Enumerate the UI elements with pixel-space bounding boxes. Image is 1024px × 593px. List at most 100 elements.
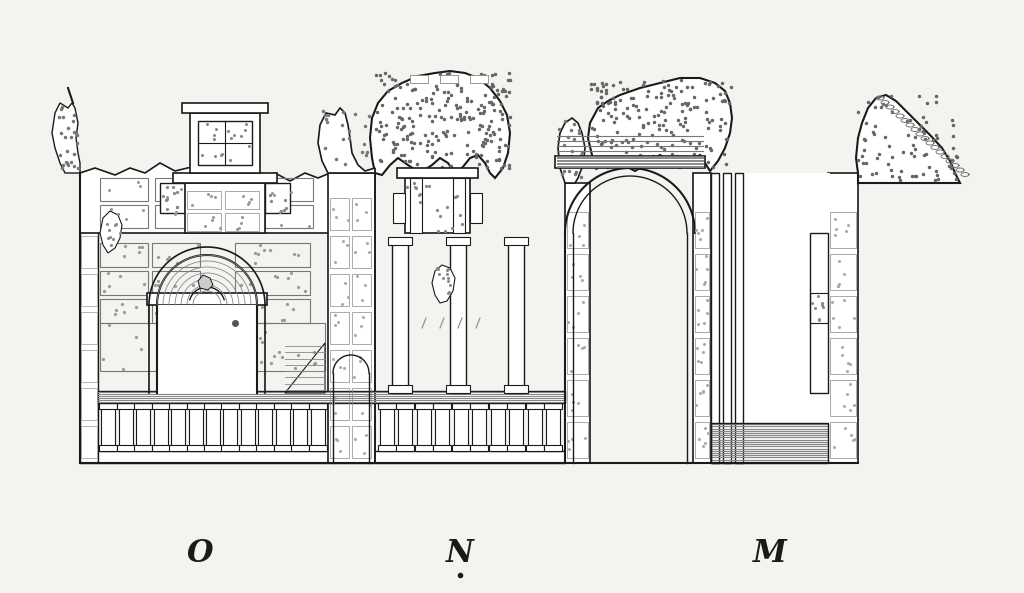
Bar (711, 173, 719, 463)
Bar (545, 445, 562, 451)
Bar (81, 350, 97, 382)
Bar (234, 243, 310, 267)
Bar (490, 403, 505, 451)
Bar (830, 380, 856, 416)
Bar (446, 385, 470, 393)
Bar (330, 350, 349, 382)
Polygon shape (100, 211, 122, 253)
Bar (185, 183, 265, 233)
Bar (221, 403, 240, 409)
Bar (100, 323, 325, 371)
Bar (293, 403, 307, 451)
Bar (352, 198, 371, 230)
Bar (100, 178, 148, 201)
Bar (234, 299, 310, 323)
Bar (545, 403, 562, 409)
Bar (565, 183, 590, 463)
Bar (152, 271, 200, 295)
Bar (147, 293, 267, 305)
Bar (117, 403, 135, 409)
Bar (186, 445, 205, 451)
Bar (433, 445, 452, 451)
Bar (547, 403, 560, 451)
Bar (152, 299, 200, 323)
Bar (210, 205, 258, 228)
Bar (265, 178, 313, 201)
Bar (171, 403, 185, 451)
Bar (488, 403, 507, 409)
Bar (117, 445, 135, 451)
Bar (352, 426, 371, 458)
Bar (100, 205, 148, 228)
Bar (98, 451, 565, 463)
Bar (396, 445, 414, 451)
Bar (488, 445, 507, 451)
Polygon shape (52, 103, 80, 173)
Text: O: O (186, 537, 213, 569)
Bar (308, 403, 327, 409)
Bar (828, 173, 858, 463)
Bar (190, 113, 260, 173)
Polygon shape (80, 163, 330, 233)
Bar (735, 173, 743, 463)
Bar (378, 445, 395, 451)
Bar (100, 271, 148, 295)
Bar (352, 312, 371, 344)
Bar (453, 178, 465, 233)
Bar (308, 445, 327, 451)
Bar (98, 391, 565, 403)
Bar (206, 403, 220, 451)
Bar (396, 403, 414, 409)
Bar (695, 338, 709, 374)
Polygon shape (318, 108, 375, 173)
Bar (275, 403, 290, 451)
Bar (330, 388, 349, 420)
Text: M: M (753, 537, 786, 569)
Bar (415, 403, 432, 409)
Bar (388, 385, 412, 393)
Bar (258, 403, 272, 451)
Bar (452, 403, 470, 409)
Bar (330, 312, 349, 344)
Polygon shape (856, 95, 961, 183)
Bar (81, 312, 97, 344)
Bar (810, 233, 828, 393)
Bar (830, 296, 856, 332)
Bar (152, 445, 170, 451)
Bar (472, 403, 486, 451)
Bar (225, 191, 259, 209)
Bar (152, 243, 200, 267)
Bar (234, 271, 310, 295)
Bar (210, 178, 258, 201)
Bar (470, 403, 488, 409)
Bar (567, 212, 588, 248)
Bar (330, 426, 349, 458)
Bar (528, 403, 542, 451)
Bar (830, 338, 856, 374)
Bar (198, 121, 252, 165)
Bar (81, 236, 97, 268)
Bar (452, 445, 470, 451)
Bar (695, 296, 709, 332)
Text: N: N (446, 537, 474, 569)
Bar (81, 274, 97, 306)
Bar (380, 403, 393, 451)
Bar (454, 403, 468, 451)
Bar (155, 205, 203, 228)
Bar (470, 445, 488, 451)
Bar (81, 426, 97, 458)
Bar (186, 403, 205, 409)
Bar (155, 178, 203, 201)
Bar (81, 388, 97, 420)
Bar (723, 173, 731, 463)
Bar (352, 274, 371, 306)
Bar (265, 205, 313, 228)
Bar (273, 445, 292, 451)
Bar (221, 445, 240, 451)
Bar (330, 236, 349, 268)
Bar (378, 403, 395, 409)
Bar (291, 445, 309, 451)
Bar (504, 237, 528, 245)
Polygon shape (370, 71, 510, 178)
Bar (241, 403, 255, 451)
